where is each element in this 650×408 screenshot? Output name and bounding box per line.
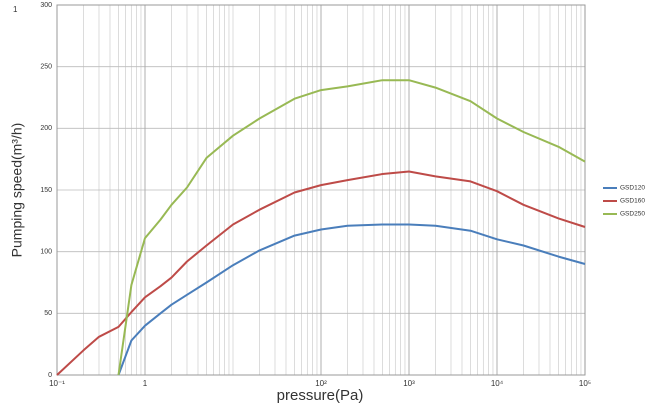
y-tick-label: 100 xyxy=(40,249,52,256)
series-line xyxy=(117,79,586,376)
y-tick-label: 300 xyxy=(40,2,52,9)
y-axis-label: Pumping speed(m³/h) xyxy=(9,123,25,258)
x-axis-label: pressure(Pa) xyxy=(277,387,364,404)
y-tick-label: 150 xyxy=(40,187,52,194)
y-tick-label: 0 xyxy=(48,372,52,379)
y-tick-label: 50 xyxy=(44,310,52,317)
x-tick-label: 1 xyxy=(143,379,148,388)
x-tick-label: 10³ xyxy=(403,379,415,388)
x-tick-label: 10² xyxy=(315,379,327,388)
y-tick-label: 200 xyxy=(40,125,52,132)
corner-annotation: 1 xyxy=(13,5,18,14)
legend-label: GSD160 xyxy=(620,198,645,205)
legend-label: GSD250 xyxy=(620,211,645,218)
legend-label: GSD120 xyxy=(620,185,645,192)
x-tick-label: 10⁴ xyxy=(491,379,504,388)
x-tick-label: 10⁻¹ xyxy=(49,379,65,388)
y-tick-label: 250 xyxy=(40,64,52,71)
x-tick-label: 10⁵ xyxy=(579,379,591,388)
series-line xyxy=(117,223,586,376)
plot-border xyxy=(56,4,586,376)
